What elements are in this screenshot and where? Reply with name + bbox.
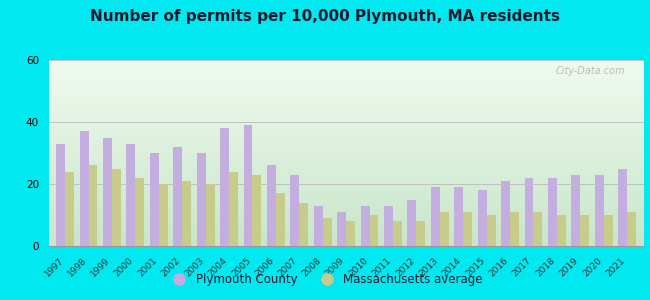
Bar bbox=[57, 144, 65, 246]
Bar bbox=[384, 206, 393, 246]
Bar bbox=[197, 153, 205, 246]
Bar bbox=[580, 215, 589, 246]
Bar bbox=[299, 202, 308, 246]
Bar bbox=[112, 169, 121, 246]
Bar bbox=[174, 147, 182, 246]
Bar bbox=[346, 221, 355, 246]
Bar bbox=[244, 125, 252, 246]
Bar bbox=[135, 178, 144, 246]
Bar bbox=[510, 212, 519, 246]
Bar bbox=[571, 175, 580, 246]
Bar bbox=[417, 221, 425, 246]
Bar bbox=[627, 212, 636, 246]
Bar bbox=[322, 218, 332, 246]
Bar bbox=[314, 206, 322, 246]
Bar bbox=[393, 221, 402, 246]
Bar bbox=[501, 181, 510, 246]
Bar bbox=[159, 184, 168, 246]
Legend: Plymouth County, Massachusetts average: Plymouth County, Massachusetts average bbox=[162, 269, 488, 291]
Bar bbox=[478, 190, 487, 246]
Bar bbox=[220, 128, 229, 246]
Bar bbox=[65, 172, 74, 246]
Bar bbox=[182, 181, 191, 246]
Bar bbox=[361, 206, 370, 246]
Bar bbox=[408, 200, 417, 246]
Bar bbox=[370, 215, 378, 246]
Bar bbox=[463, 212, 472, 246]
Bar bbox=[487, 215, 495, 246]
Bar bbox=[534, 212, 542, 246]
Text: Number of permits per 10,000 Plymouth, MA residents: Number of permits per 10,000 Plymouth, M… bbox=[90, 9, 560, 24]
Bar bbox=[454, 187, 463, 246]
Bar bbox=[604, 215, 612, 246]
Bar bbox=[150, 153, 159, 246]
Bar bbox=[557, 215, 566, 246]
Text: City-Data.com: City-Data.com bbox=[556, 66, 626, 76]
Bar bbox=[88, 165, 98, 246]
Bar bbox=[595, 175, 604, 246]
Bar bbox=[431, 187, 440, 246]
Bar bbox=[618, 169, 627, 246]
Bar bbox=[229, 172, 238, 246]
Bar bbox=[291, 175, 299, 246]
Bar bbox=[276, 193, 285, 246]
Bar bbox=[525, 178, 534, 246]
Bar bbox=[252, 175, 261, 246]
Bar bbox=[205, 184, 214, 246]
Bar bbox=[80, 131, 88, 246]
Bar bbox=[267, 165, 276, 246]
Bar bbox=[103, 137, 112, 246]
Bar bbox=[440, 212, 448, 246]
Bar bbox=[337, 212, 346, 246]
Bar bbox=[548, 178, 557, 246]
Bar bbox=[127, 144, 135, 246]
